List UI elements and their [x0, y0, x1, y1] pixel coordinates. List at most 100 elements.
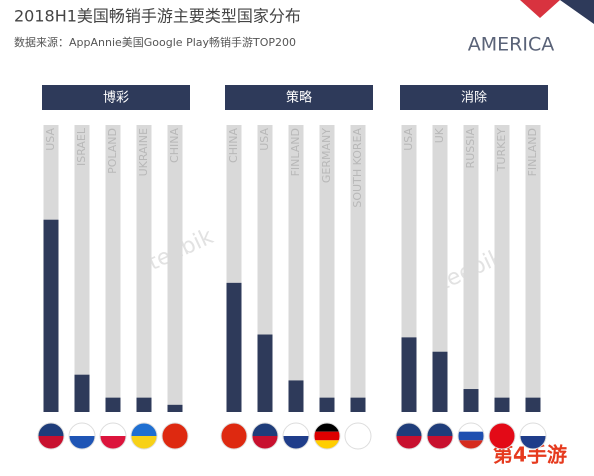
flag-stripe [252, 436, 278, 449]
bar [401, 337, 417, 412]
bar [463, 389, 479, 412]
bar [226, 282, 242, 412]
flag [395, 422, 423, 450]
category-label: USA [402, 128, 415, 151]
flag-stripe [221, 436, 247, 449]
category-label: RUSSIA [464, 128, 477, 169]
category-label: SOUTH KOREA [351, 128, 364, 208]
flag-stripe [314, 423, 340, 432]
category-label: UK [433, 127, 446, 143]
flag-border [130, 422, 158, 450]
flag-stripe [345, 423, 371, 436]
flag [161, 422, 189, 450]
bar-track [136, 125, 152, 412]
bar [494, 397, 510, 412]
flag-stripe [396, 423, 422, 436]
flag-stripe [100, 423, 126, 436]
flag-stripe [69, 423, 95, 436]
bar [43, 219, 59, 412]
panel-title: 策略 [286, 90, 312, 106]
flag-border [161, 422, 189, 450]
flag-stripe [314, 431, 340, 441]
page-subtitle: 数据来源：AppAnnie美国Google Play畅销手游TOP200 [14, 35, 296, 49]
flag-border [220, 422, 248, 450]
flag [130, 422, 158, 450]
category-label: CHINA [168, 128, 181, 163]
flag-stripe [162, 423, 188, 436]
flag [426, 422, 454, 450]
bar [257, 334, 273, 412]
bar [350, 397, 366, 412]
flag-stripe [427, 436, 453, 449]
bar [525, 397, 541, 412]
flag-stripe [458, 431, 484, 441]
category-label: POLAND [106, 128, 119, 174]
panel-title: 博彩 [103, 91, 129, 106]
bar [432, 351, 448, 412]
panel-header [42, 85, 190, 110]
flag-border [395, 422, 423, 450]
flag [313, 422, 341, 450]
flag [488, 422, 516, 450]
flag-border [426, 422, 454, 450]
flag [99, 422, 127, 450]
flag-stripe [427, 423, 453, 436]
panel-header [225, 85, 373, 110]
flag-stripe [396, 436, 422, 449]
flag [282, 422, 310, 450]
flag [344, 422, 372, 450]
flag-border [488, 422, 516, 450]
flag-stripe [69, 436, 95, 449]
bar [105, 397, 121, 412]
flag-stripe [458, 440, 484, 449]
flag-stripe [131, 423, 157, 436]
flag [220, 422, 248, 450]
flag-border [68, 422, 96, 450]
bar-track [288, 125, 304, 412]
bar-track [167, 125, 183, 412]
category-label: FINLAND [289, 128, 302, 176]
flag-border [457, 422, 485, 450]
flag-border [251, 422, 279, 450]
flag-stripe [283, 436, 309, 449]
category-label: ISRAEL [75, 127, 88, 166]
flag-border [37, 422, 65, 450]
flag [68, 422, 96, 450]
flag-stripe [314, 440, 340, 449]
category-label: GERMANY [320, 128, 333, 183]
bar-track [350, 125, 366, 412]
flag-stripe [252, 423, 278, 436]
flag-stripe [489, 436, 515, 449]
flag-stripe [458, 423, 484, 432]
flag-stripe [131, 436, 157, 449]
flag-stripe [283, 423, 309, 436]
bar [136, 397, 152, 412]
logo-mark [560, 0, 594, 24]
flag-border [519, 422, 547, 450]
bar-track [525, 125, 541, 412]
logo: AMERICA [468, 34, 554, 56]
flag-stripe [38, 436, 64, 449]
bar [288, 380, 304, 412]
category-label: CHINA [227, 128, 240, 163]
flag [519, 422, 547, 450]
flag [457, 422, 485, 450]
bar-track [432, 125, 448, 412]
category-label: UKRAINE [137, 128, 150, 176]
bar-track [494, 125, 510, 412]
flag [37, 422, 65, 450]
flag-stripe [221, 423, 247, 436]
flag-stripe [489, 423, 515, 436]
flag-stripe [38, 423, 64, 436]
bar-track [105, 125, 121, 412]
category-label: TURKEY [495, 128, 508, 173]
logo-mark [520, 0, 560, 18]
category-label: USA [44, 128, 57, 151]
bar [74, 374, 90, 412]
panel-header [400, 85, 548, 110]
category-label: FINLAND [526, 128, 539, 176]
flag-border [344, 422, 372, 450]
flag-stripe [520, 423, 546, 436]
bar-track [319, 125, 335, 412]
